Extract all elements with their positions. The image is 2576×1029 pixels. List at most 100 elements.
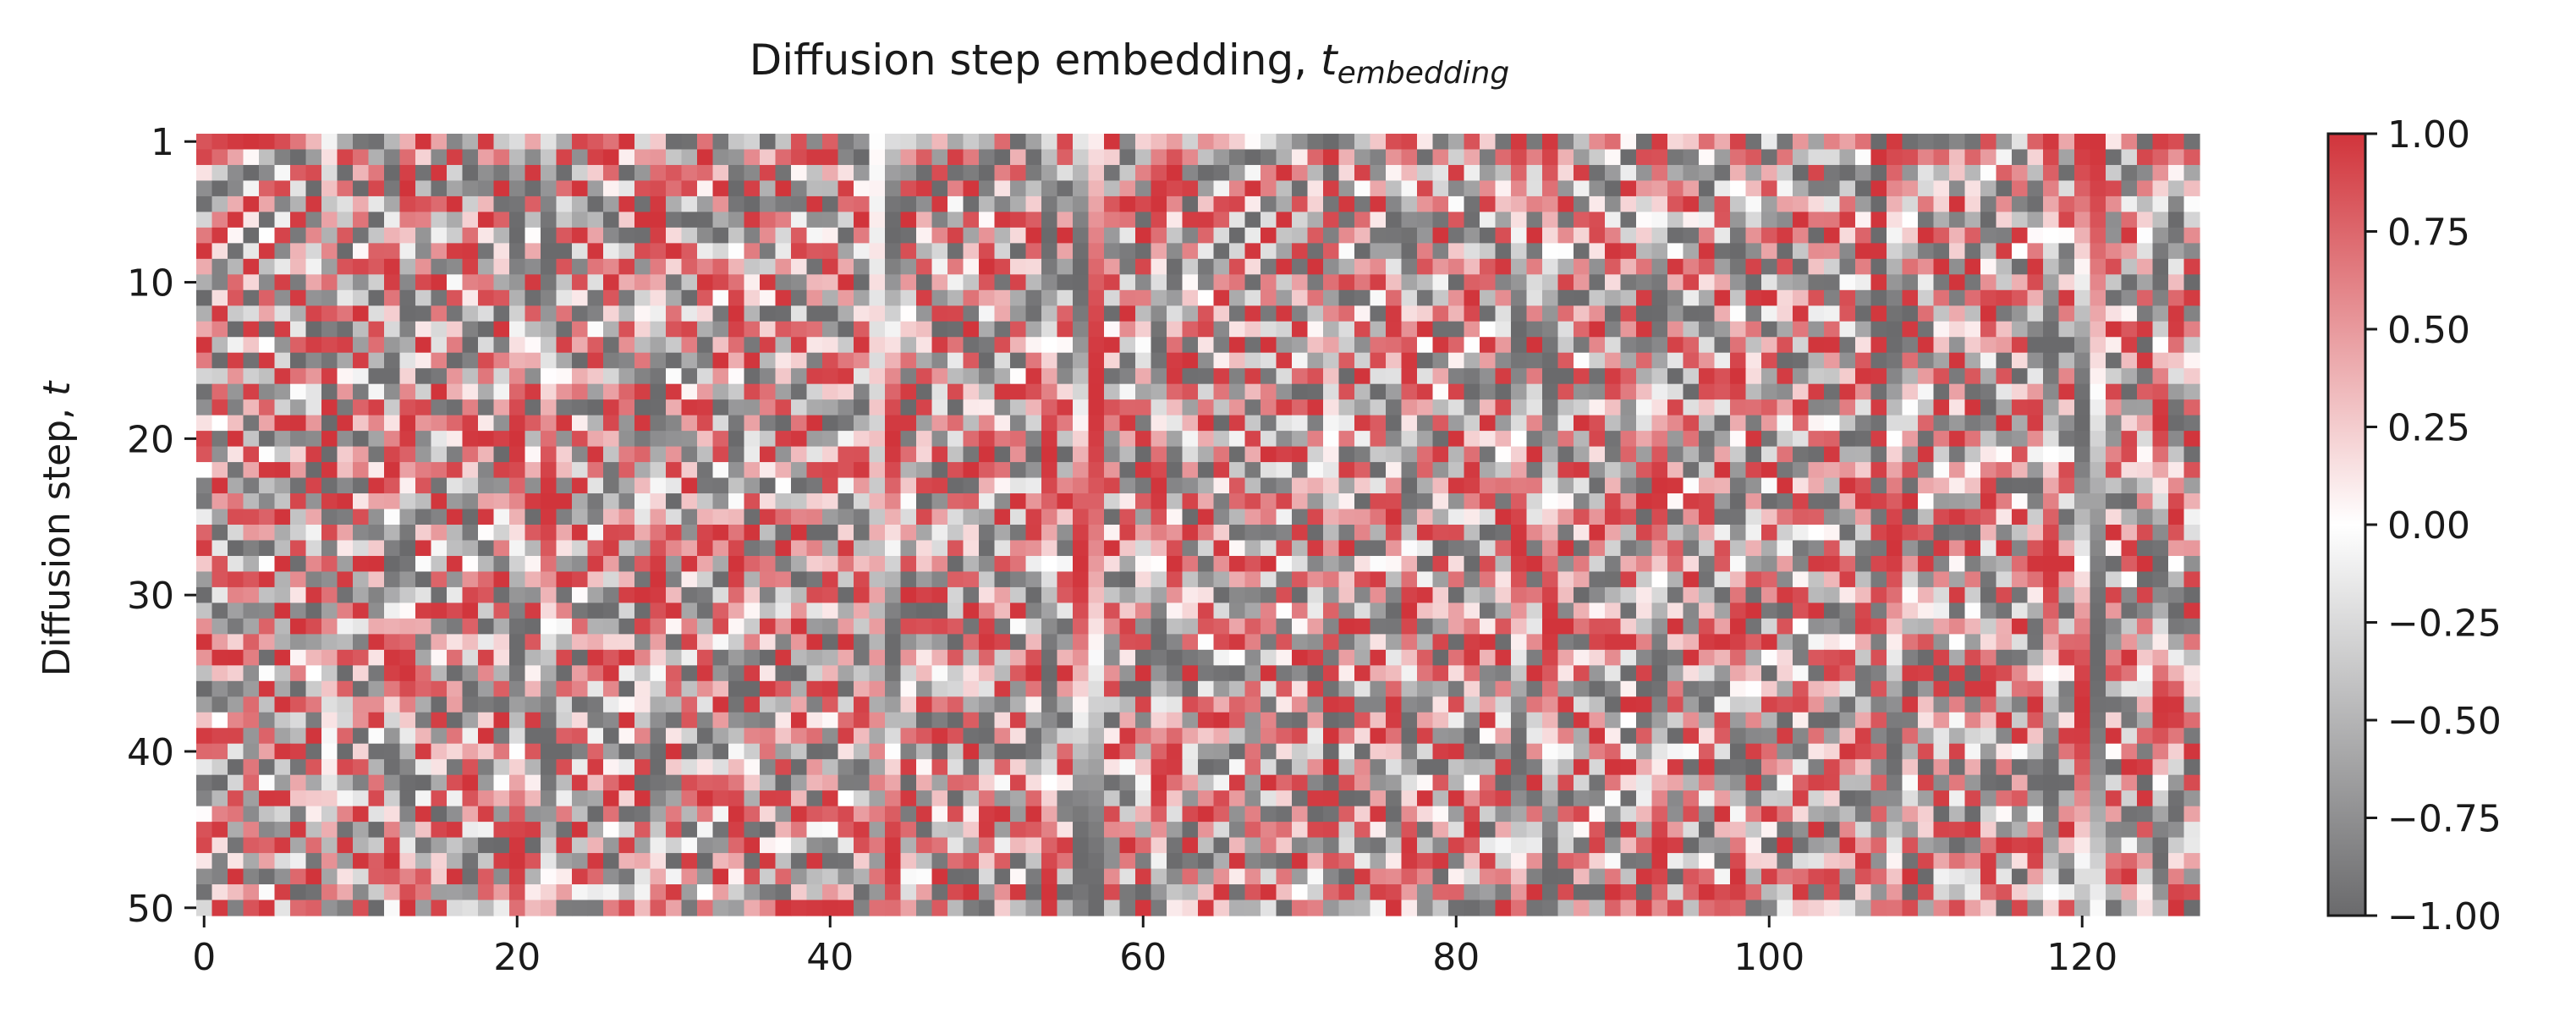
heatmap-cell	[587, 680, 604, 697]
heatmap-cell	[384, 462, 401, 479]
heatmap-cell	[1495, 134, 1512, 151]
heatmap-cell	[791, 212, 808, 228]
heatmap-cell	[1135, 368, 1152, 385]
heatmap-cell	[1683, 586, 1700, 603]
heatmap-cell	[337, 603, 354, 619]
heatmap-cell	[1511, 149, 1528, 166]
heatmap-cell	[775, 258, 792, 275]
heatmap-cell	[1636, 571, 1653, 588]
heatmap-cell	[2137, 509, 2154, 526]
heatmap-cell	[493, 321, 510, 338]
heatmap-cell	[2137, 477, 2154, 494]
heatmap-cell	[587, 352, 604, 369]
heatmap-cell	[493, 586, 510, 603]
heatmap-cell	[1261, 634, 1277, 651]
heatmap-cell	[541, 180, 557, 197]
heatmap-cell	[1761, 289, 1778, 306]
heatmap-cell	[603, 337, 620, 354]
heatmap-cell	[1401, 134, 1418, 151]
heatmap-cell	[1370, 289, 1387, 306]
heatmap-cell	[243, 555, 260, 573]
heatmap-cell	[587, 634, 604, 651]
heatmap-cell	[1338, 540, 1355, 557]
heatmap-cell	[1714, 258, 1731, 275]
heatmap-cell	[1261, 289, 1277, 306]
heatmap-cell	[2090, 618, 2106, 635]
heatmap-cell	[1855, 415, 1872, 432]
heatmap-cell	[1824, 164, 1841, 182]
heatmap-cell	[1370, 352, 1387, 369]
heatmap-cell	[994, 305, 1011, 322]
heatmap-cell	[1589, 634, 1606, 651]
heatmap-cell	[1198, 321, 1215, 338]
heatmap-cell	[493, 462, 510, 479]
heatmap-cell	[2058, 555, 2075, 573]
heatmap-cell	[290, 696, 307, 713]
heatmap-cell	[775, 431, 792, 448]
heatmap-cell	[353, 383, 370, 400]
heatmap-cell	[493, 337, 510, 354]
heatmap-cell	[900, 509, 917, 526]
heatmap-cell	[1870, 586, 1887, 603]
heatmap-cell	[650, 728, 667, 745]
heatmap-cell	[712, 525, 729, 542]
heatmap-cell	[1135, 680, 1152, 697]
heatmap-cell	[2152, 337, 2169, 354]
heatmap-cell	[1980, 618, 1997, 635]
heatmap-cell	[947, 462, 964, 479]
heatmap-cell	[1354, 634, 1371, 651]
heatmap-cell	[1667, 164, 1684, 182]
heatmap-cell	[2152, 446, 2169, 463]
heatmap-cell	[979, 305, 996, 322]
heatmap-cell	[1292, 680, 1309, 697]
heatmap-cell	[1213, 352, 1230, 369]
heatmap-cell	[556, 134, 573, 151]
heatmap-cell	[1432, 383, 1449, 400]
heatmap-cell	[1448, 243, 1465, 260]
heatmap-cell	[1025, 337, 1042, 354]
heatmap-cell	[1338, 446, 1355, 463]
heatmap-cell	[634, 134, 651, 151]
heatmap-cell	[211, 352, 228, 369]
heatmap-cell	[211, 212, 228, 228]
heatmap-cell	[1887, 712, 1903, 729]
heatmap-cell	[1198, 195, 1215, 212]
heatmap-cell	[712, 134, 729, 151]
heatmap-cell	[509, 555, 526, 573]
heatmap-cell	[1902, 305, 1919, 322]
heatmap-cell	[1198, 649, 1215, 666]
heatmap-cell	[1777, 195, 1793, 212]
heatmap-cell	[1135, 509, 1152, 526]
heatmap-cell	[1651, 337, 1668, 354]
heatmap-cell	[1870, 712, 1887, 729]
heatmap-cell	[1620, 493, 1637, 510]
heatmap-cell	[916, 195, 933, 212]
heatmap-cell	[1213, 540, 1230, 557]
heatmap-cell	[1589, 586, 1606, 603]
heatmap-cell	[1511, 603, 1528, 619]
heatmap-cell	[1292, 586, 1309, 603]
heatmap-cell	[1182, 649, 1199, 666]
heatmap-cell	[447, 462, 464, 479]
heatmap-cell	[1870, 337, 1887, 354]
heatmap-cell	[1918, 509, 1935, 526]
heatmap-cell	[1933, 728, 1950, 745]
heatmap-cell	[1526, 180, 1543, 197]
heatmap-cell	[1244, 446, 1261, 463]
heatmap-cell	[1338, 195, 1355, 212]
heatmap-cell	[1557, 665, 1574, 682]
heatmap-cell	[994, 415, 1011, 432]
heatmap-cell	[1964, 243, 1981, 260]
heatmap-cell	[854, 665, 871, 682]
heatmap-cell	[760, 586, 777, 603]
heatmap-cell	[1041, 571, 1058, 588]
heatmap-cell	[1887, 321, 1903, 338]
heatmap-cell	[353, 305, 370, 322]
heatmap-cell	[931, 399, 948, 416]
heatmap-cell	[634, 352, 651, 369]
heatmap-cell	[618, 337, 635, 354]
heatmap-cell	[1557, 164, 1574, 182]
heatmap-cell	[1213, 555, 1230, 573]
heatmap-cell	[1651, 665, 1668, 682]
heatmap-cell	[1808, 586, 1825, 603]
